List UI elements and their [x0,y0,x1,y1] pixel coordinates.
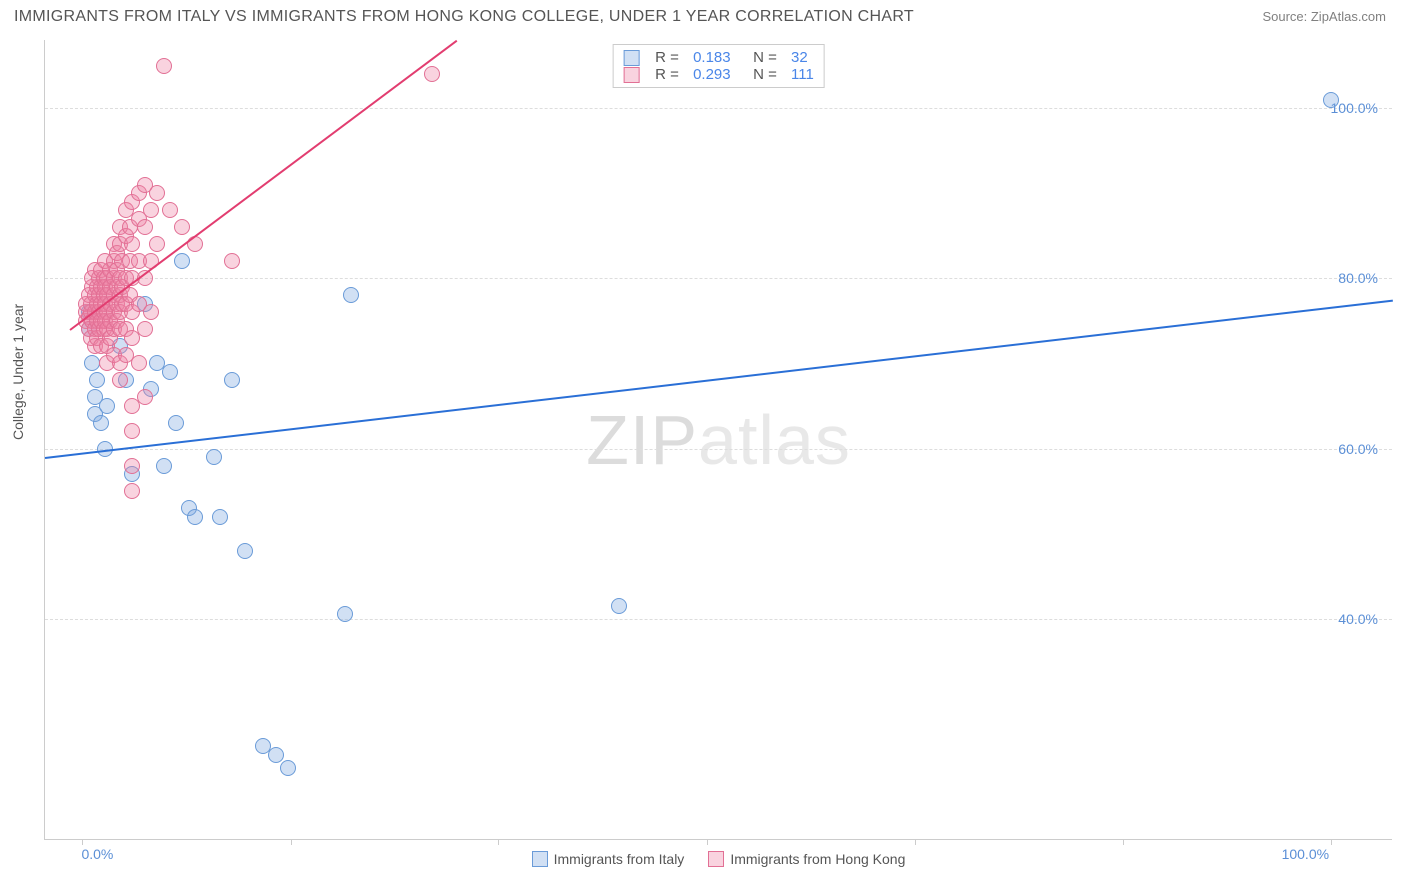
correlation-legend-row: R = 0.183 N = 32 [623,49,814,66]
x-tick [498,839,499,845]
trend-line [45,300,1393,459]
x-tick [82,839,83,845]
x-tick [291,839,292,845]
watermark: ZIPatlas [586,400,851,480]
y-tick-label: 40.0% [1338,611,1378,627]
data-point [131,355,147,371]
data-point [1323,92,1339,108]
data-point [343,287,359,303]
n-value: 111 [791,66,814,83]
legend-swatch [532,851,548,867]
legend-swatch [623,50,639,66]
data-point [99,398,115,414]
data-point [112,372,128,388]
x-tick [1331,839,1332,845]
data-point [143,202,159,218]
legend-swatch [623,67,639,83]
chart-title: IMMIGRANTS FROM ITALY VS IMMIGRANTS FROM… [14,8,914,26]
data-point [224,253,240,269]
n-label: N = [741,66,781,83]
data-point [137,321,153,337]
data-point [280,760,296,776]
data-point [156,58,172,74]
data-point [84,355,100,371]
data-point [162,202,178,218]
grid-line [45,619,1392,620]
grid-line [45,108,1392,109]
data-point [187,509,203,525]
y-tick-label: 60.0% [1338,441,1378,457]
grid-line [45,278,1392,279]
data-point [149,236,165,252]
data-point [89,372,105,388]
legend-label: Immigrants from Hong Kong [730,851,905,867]
legend-label: Immigrants from Italy [554,851,685,867]
legend-swatch [708,851,724,867]
scatter-chart: ZIPatlas R = 0.183 N = 32R = 0.293 N = 1… [44,40,1392,840]
source-name: ZipAtlas.com [1311,9,1386,24]
data-point [149,185,165,201]
data-point [212,509,228,525]
data-point [424,66,440,82]
legend-item: Immigrants from Italy [532,851,685,867]
trend-line [69,40,457,331]
data-point [337,606,353,622]
data-point [162,364,178,380]
correlation-legend-row: R = 0.293 N = 111 [623,66,814,83]
correlation-legend: R = 0.183 N = 32R = 0.293 N = 111 [612,44,825,88]
data-point [124,483,140,499]
n-value: 32 [791,49,808,66]
source-attribution: Source: ZipAtlas.com [1262,8,1386,26]
x-tick-label: 0.0% [81,846,113,862]
x-tick [1123,839,1124,845]
n-label: N = [741,49,781,66]
grid-line [45,449,1392,450]
data-point [174,219,190,235]
data-point [168,415,184,431]
data-point [124,423,140,439]
x-tick-label: 100.0% [1282,846,1329,862]
data-point [611,598,627,614]
data-point [143,304,159,320]
y-axis-label: College, Under 1 year [10,304,26,440]
r-label: R = [655,66,683,83]
data-point [224,372,240,388]
series-legend: Immigrants from Italy Immigrants from Hon… [45,851,1392,867]
data-point [174,253,190,269]
x-tick [915,839,916,845]
data-point [124,458,140,474]
legend-item: Immigrants from Hong Kong [708,851,905,867]
r-value: 0.293 [693,66,731,83]
source-label: Source: [1262,9,1310,24]
data-point [93,415,109,431]
data-point [268,747,284,763]
r-value: 0.183 [693,49,731,66]
data-point [137,219,153,235]
r-label: R = [655,49,683,66]
x-tick [707,839,708,845]
data-point [206,449,222,465]
data-point [237,543,253,559]
data-point [156,458,172,474]
y-tick-label: 80.0% [1338,270,1378,286]
data-point [124,236,140,252]
data-point [137,389,153,405]
